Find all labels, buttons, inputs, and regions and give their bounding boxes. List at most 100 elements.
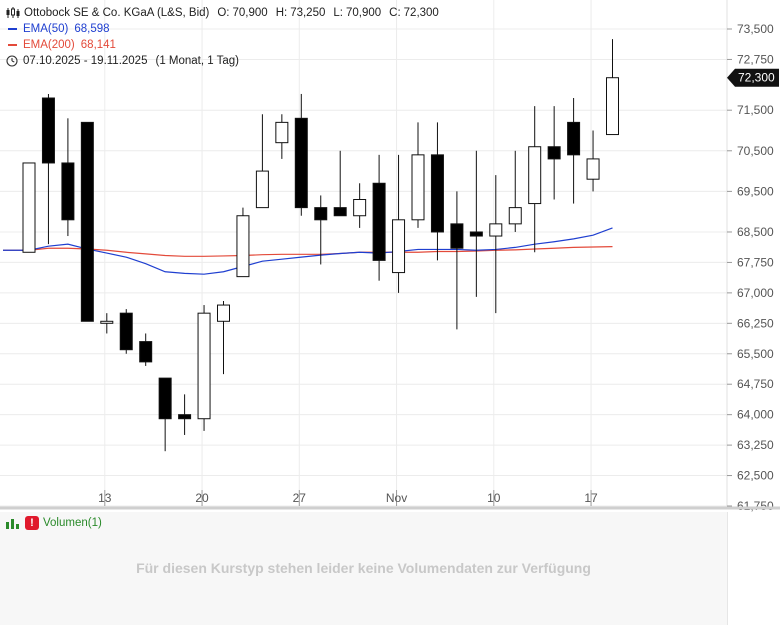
volume-legend[interactable]: ! Volumen(1) [6, 516, 102, 530]
y-tick-label: 61,750 [737, 499, 774, 512]
high-label: H: [275, 7, 288, 19]
candle-body-up [508, 207, 522, 225]
candle[interactable] [294, 93, 308, 216]
candle-body-up [353, 199, 367, 217]
candle-body-down [294, 117, 308, 209]
candle[interactable] [547, 106, 561, 200]
candle-body-down [450, 223, 464, 249]
y-tick-label: 73,500 [737, 22, 774, 36]
price-chart[interactable]: 73,500 72,750 71,500 70,500 69,500 68,500 67,7… [0, 0, 780, 512]
interval: (1 Monat, 1 Tag) [155, 55, 240, 67]
price-tag-label: 72,300 [738, 71, 775, 85]
candle-body-up [197, 312, 211, 420]
candle[interactable] [178, 394, 192, 435]
candle[interactable] [158, 377, 172, 452]
candlestick-icon [6, 7, 20, 18]
candle-body-down [567, 121, 581, 156]
ema200-value: 68,141 [80, 39, 116, 51]
y-tick-label: 68,500 [737, 225, 774, 239]
candle-body-up [217, 304, 230, 322]
low-value: 70,900 [345, 7, 382, 19]
candle[interactable] [586, 130, 600, 192]
ema200-label: EMA(200) [23, 39, 75, 51]
candle[interactable] [528, 106, 542, 253]
y-tick-label: 66,250 [737, 316, 774, 330]
x-tick-label: 17 [584, 491, 598, 505]
candle[interactable] [100, 313, 114, 334]
candle[interactable] [197, 305, 211, 431]
candle[interactable] [41, 93, 55, 245]
candle-body-down [41, 97, 55, 164]
candle[interactable] [314, 195, 328, 265]
candle-body-up [275, 121, 289, 144]
candle-body-down [314, 207, 328, 221]
open-label: O: [217, 7, 230, 19]
candle-body-down [119, 312, 133, 351]
y-tick-label: 64,750 [737, 377, 774, 391]
candle-body-up [392, 219, 406, 274]
candle[interactable] [411, 122, 425, 228]
candle[interactable] [450, 191, 464, 330]
x-tick-label: 20 [195, 491, 209, 505]
candle[interactable] [606, 39, 619, 136]
bar-chart-icon [6, 518, 19, 529]
ema200-line [3, 245, 613, 257]
ema200-legend[interactable]: EMA(200) 68,141 [6, 37, 116, 53]
ema50-label: EMA(50) [23, 23, 69, 35]
high-value: 73,250 [290, 7, 326, 19]
candle[interactable] [61, 118, 75, 237]
candle-body-up [489, 223, 503, 237]
y-tick-label: 62,500 [737, 469, 774, 483]
candle[interactable] [353, 183, 367, 228]
candle-body-up [586, 158, 600, 180]
date-range-legend[interactable]: 07.10.2025 - 19.11.2025 (1 Monat, 1 Tag) [6, 53, 239, 69]
candle[interactable] [489, 175, 503, 314]
open-value: 70,900 [232, 7, 268, 19]
candle-body-down [178, 414, 192, 420]
date-range: 07.10.2025 - 19.11.2025 [23, 55, 148, 67]
candle[interactable] [139, 333, 153, 366]
clock-icon [6, 55, 18, 67]
candle-body-up [255, 170, 269, 209]
warning-badge-icon[interactable]: ! [25, 516, 39, 530]
volume-label: Volumen(1) [43, 517, 102, 529]
ema200-swatch [8, 44, 17, 46]
candle[interactable] [392, 154, 406, 293]
candle-body-down [372, 182, 386, 261]
candle[interactable] [372, 154, 386, 281]
candle[interactable] [333, 150, 347, 217]
candle-body-down [430, 154, 444, 233]
y-tick-label: 70,500 [737, 144, 774, 158]
candle[interactable] [22, 162, 36, 253]
candle[interactable] [217, 300, 230, 375]
y-tick-label: 67,750 [737, 255, 774, 269]
candle-body-down [158, 377, 172, 420]
candle-body-up [22, 162, 36, 253]
ema50-legend[interactable]: EMA(50) 68,598 [6, 21, 110, 37]
candle[interactable] [80, 121, 94, 322]
candle[interactable] [567, 98, 581, 204]
y-tick-label: 65,500 [737, 347, 774, 361]
candle-body-down [469, 231, 483, 237]
y-tick-label: 69,500 [737, 184, 774, 198]
low-label: L: [333, 7, 343, 19]
candle-body-up [236, 215, 250, 278]
x-tick-label: 13 [98, 491, 112, 505]
x-tick-label: 27 [293, 491, 307, 505]
candle[interactable] [508, 150, 522, 232]
candle[interactable] [430, 122, 444, 261]
price-tag-shape [727, 68, 779, 87]
candle-body-down [547, 146, 561, 160]
candle[interactable] [275, 114, 289, 159]
candle[interactable] [469, 150, 483, 297]
candle-body-down [80, 121, 94, 322]
candle[interactable] [119, 309, 133, 354]
close-label: C: [389, 7, 401, 19]
candle[interactable] [255, 114, 269, 209]
candle-body-down [139, 341, 153, 363]
candle[interactable] [236, 207, 250, 278]
y-tick-label: 64,000 [737, 408, 774, 422]
candle-body-up [411, 154, 425, 221]
candle-body-up [606, 77, 619, 136]
ema50-swatch [8, 28, 17, 30]
